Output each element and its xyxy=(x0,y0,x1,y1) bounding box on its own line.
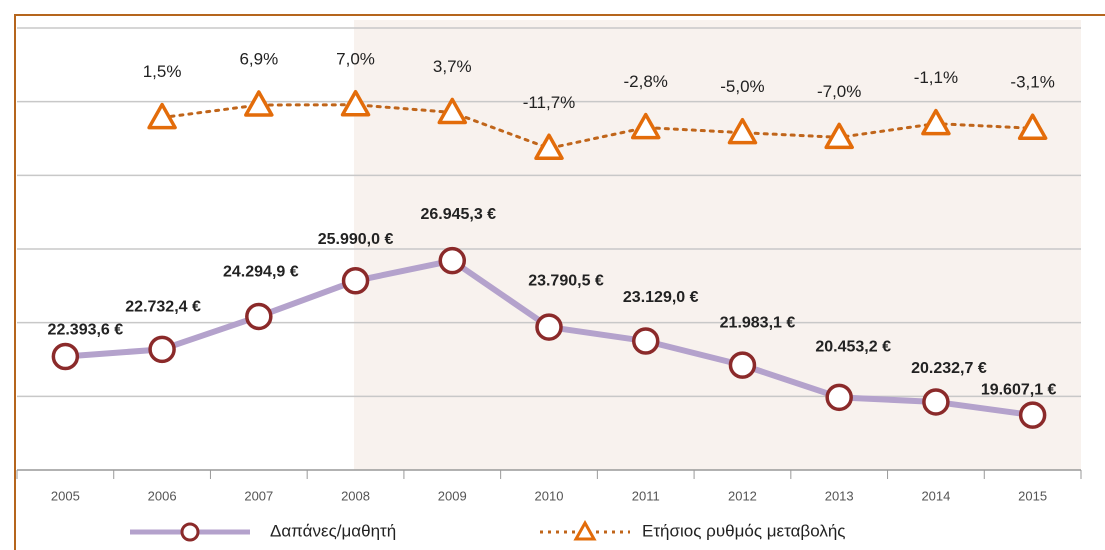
marker xyxy=(147,102,177,130)
marker xyxy=(51,342,80,371)
data-label: 3,7% xyxy=(433,57,472,76)
x-tick-label: 2010 xyxy=(535,488,564,503)
marker xyxy=(244,90,274,117)
shaded-region xyxy=(354,20,1081,470)
marker xyxy=(630,112,661,140)
data-label: 25.990,0 € xyxy=(318,231,394,248)
data-label: 22.393,6 € xyxy=(48,322,124,339)
data-label: 21.983,1 € xyxy=(720,314,796,331)
data-label: -7,0% xyxy=(817,82,861,101)
data-label: -3,1% xyxy=(1010,73,1054,92)
marker xyxy=(727,117,758,145)
data-label: 6,9% xyxy=(239,49,278,68)
legend-marker xyxy=(573,519,597,541)
data-label: 23.790,5 € xyxy=(528,272,604,289)
marker xyxy=(340,90,371,117)
x-tick-label: 2014 xyxy=(921,488,950,503)
legend: Δαπάνες/μαθητή Ετήσιος ρυθμός μεταβολής xyxy=(130,519,845,542)
x-tick-label: 2009 xyxy=(438,488,467,503)
marker xyxy=(534,133,564,161)
data-label: -2,8% xyxy=(624,72,668,91)
x-tick-label: 2012 xyxy=(728,488,757,503)
legend-label: Ετήσιος ρυθμός μεταβολής xyxy=(642,521,845,540)
x-tick-label: 2013 xyxy=(825,488,854,503)
data-label: 19.607,1 € xyxy=(981,381,1057,398)
data-label: 23.129,0 € xyxy=(623,289,699,306)
marker xyxy=(631,327,660,355)
marker xyxy=(438,246,467,275)
data-label: 24.294,9 € xyxy=(223,264,299,281)
marker xyxy=(1017,113,1048,141)
legend-label: Δαπάνες/μαθητή xyxy=(270,521,396,540)
x-tick-label: 2008 xyxy=(341,488,370,503)
line xyxy=(160,103,1035,150)
marker xyxy=(921,108,951,136)
marker xyxy=(824,122,854,150)
x-tick-label: 2007 xyxy=(244,488,273,503)
marker xyxy=(728,351,757,379)
data-label: 7,0% xyxy=(336,49,375,68)
x-tick-label: 2015 xyxy=(1018,488,1047,503)
x-tick-label: 2011 xyxy=(632,488,660,503)
data-label: 26.945,3 € xyxy=(420,206,496,223)
legend-marker xyxy=(180,522,200,542)
data-label: 20.232,7 € xyxy=(911,360,987,377)
marker xyxy=(825,383,853,412)
marker xyxy=(148,335,176,364)
data-label: -11,7% xyxy=(523,93,576,112)
marker xyxy=(437,97,468,125)
data-label: -1,1% xyxy=(914,68,958,87)
x-tick-label: 2005 xyxy=(51,488,80,503)
frame xyxy=(14,14,1105,550)
marker xyxy=(535,313,563,341)
x-tick-label: 2006 xyxy=(148,488,177,503)
marker xyxy=(245,302,273,331)
data-label: -5,0% xyxy=(720,77,764,96)
marker xyxy=(922,388,950,416)
data-label: 1,5% xyxy=(143,62,182,81)
data-label: 20.453,2 € xyxy=(815,339,891,356)
data-label: 22.732,4 € xyxy=(125,299,201,316)
marker xyxy=(341,267,370,295)
marker xyxy=(1018,401,1047,429)
